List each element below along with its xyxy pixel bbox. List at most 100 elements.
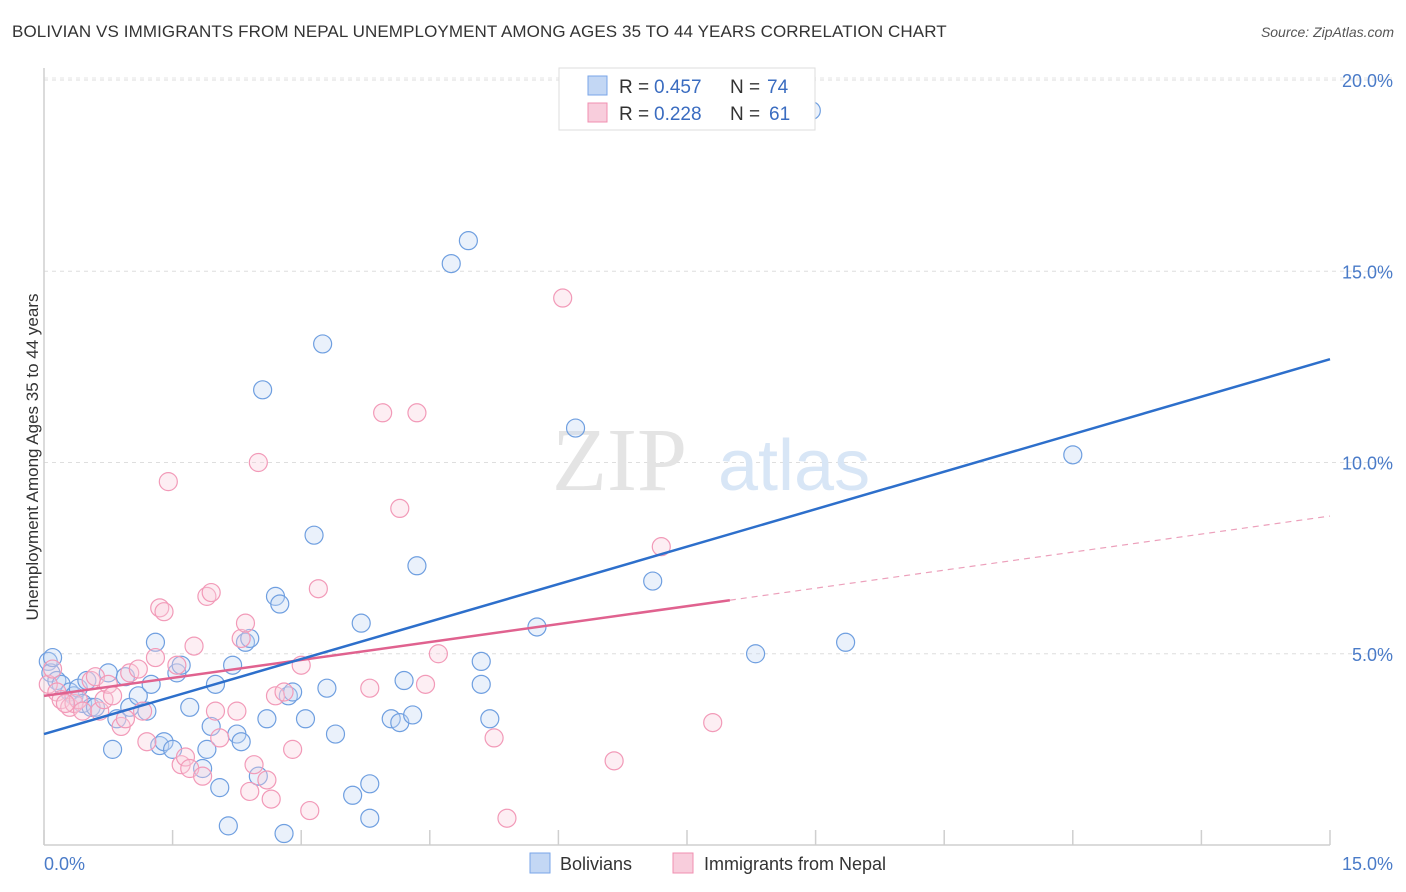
legend-r-label-1: R = (619, 77, 649, 98)
nepal-point-56 (553, 288, 573, 308)
bolivians-point-31 (210, 778, 230, 798)
nepal-point-38 (244, 755, 264, 775)
bolivians-point-26 (180, 697, 200, 717)
nepal-point-31 (201, 582, 221, 603)
legend-n-label-1: N = (730, 77, 760, 98)
bolivians-point-17 (128, 686, 148, 706)
nepal-point-51 (407, 403, 427, 423)
nepal-point-26 (175, 747, 196, 767)
legend-n-value-2: 61 (769, 104, 790, 125)
legend-n-value-1: 74 (767, 77, 789, 98)
nepal-point-43 (274, 682, 294, 702)
bolivians-point-49 (317, 678, 337, 698)
bolivians-point-32 (218, 816, 238, 836)
legend-n-label-2: N = (730, 104, 760, 125)
bolivians-point-54 (360, 774, 380, 794)
bolivians-point-61 (458, 231, 478, 251)
nepal-point-60 (55, 693, 76, 714)
bolivians-point-46 (295, 709, 316, 729)
nepal-point-36 (235, 613, 256, 633)
bolivians-point-53 (360, 808, 380, 828)
bolivians-point-67 (643, 571, 663, 591)
nepal-point-44 (283, 739, 303, 759)
nepal-point-50 (390, 498, 410, 518)
nepal-point-41 (261, 789, 281, 809)
bolivians-point-64 (480, 709, 500, 729)
x-axis-ticks (43, 830, 1331, 845)
nepal-point-57 (604, 751, 624, 771)
bolivians-point-57 (394, 670, 414, 691)
bolivians-point-39 (253, 380, 273, 400)
nepal-point-1 (42, 659, 63, 679)
legend-r-label-2: R = (619, 104, 649, 125)
nepal-point-13 (102, 686, 123, 706)
bolivians-point-70 (836, 632, 856, 652)
y-tick-labels: 5.0% 10.0% 15.0% 20.0% (1342, 71, 1393, 665)
nepal-point-37 (240, 781, 260, 802)
bolivians-point-51 (343, 785, 363, 805)
nepal-point-39 (248, 452, 268, 473)
bolivians-point-63 (471, 674, 491, 694)
top-legend: R = 0.457 N = 74 R = 0.228 N = 61 (558, 67, 816, 131)
bolivians-point-13 (102, 739, 123, 759)
nepal-point-40 (257, 770, 277, 790)
bottom-legend-swatch-nepal (672, 852, 694, 874)
gridlines (44, 77, 1393, 655)
y-tick-label-2: 15.0% (1342, 262, 1393, 282)
bolivians-point-42 (270, 594, 290, 614)
legend-swatch-nepal (587, 102, 608, 123)
nepal-point-34 (227, 701, 247, 721)
bolivians-point-71 (1063, 445, 1083, 465)
nepal-point-53 (428, 644, 448, 664)
bolivians-point-25 (171, 655, 191, 675)
nepal-point-35 (231, 628, 251, 649)
bolivians-point-47 (304, 525, 324, 545)
bolivians-point-59 (407, 556, 427, 576)
nepal-point-29 (193, 766, 213, 786)
bolivians-point-62 (471, 651, 491, 672)
bolivians-point-2 (42, 647, 63, 668)
chart-title: BOLIVIAN VS IMMIGRANTS FROM NEPAL UNEMPL… (12, 22, 947, 41)
nepal-point-47 (308, 579, 328, 599)
bolivians-point-68 (745, 644, 766, 664)
bolivians-point-58 (403, 705, 423, 725)
x-tick-label-max: 15.0% (1342, 854, 1393, 874)
y-tick-label-1: 10.0% (1342, 454, 1393, 474)
nepal-point-49 (373, 403, 393, 423)
watermark-zip: ZIP (552, 411, 687, 510)
nepal-point-33 (210, 728, 230, 748)
nepal-point-48 (360, 678, 380, 698)
chart-source: Source: ZipAtlas.com (1260, 24, 1394, 40)
bolivians-point-43 (274, 823, 294, 844)
bottom-legend-label-nepal: Immigrants from Nepal (704, 854, 886, 874)
bottom-legend-label-bolivians: Bolivians (560, 854, 632, 874)
nepal-point-55 (497, 808, 517, 828)
y-tick-label-3: 20.0% (1342, 71, 1393, 91)
watermark-atlas: atlas (718, 426, 870, 506)
bottom-legend-swatch-bolivians (529, 852, 551, 874)
legend-swatch-bolivians (587, 75, 608, 96)
legend-r-value-2: 0.228 (654, 104, 702, 125)
nepal-point-17 (128, 659, 148, 679)
nepal-point-20 (145, 647, 166, 668)
nepal-point-7 (72, 701, 93, 721)
nepal-trend-line (43, 598, 731, 698)
bolivians-point-48 (313, 334, 333, 354)
nepal-point-22 (154, 602, 174, 622)
x-tick-label-min: 0.0% (44, 854, 85, 874)
bolivians-point-28 (197, 739, 217, 759)
nepal-point-24 (167, 655, 187, 675)
nepal-point-19 (137, 732, 157, 752)
bolivians-point-40 (257, 709, 277, 729)
bolivians-point-52 (351, 613, 371, 633)
nepal-point-32 (205, 701, 226, 721)
nepal-point-58 (651, 537, 671, 557)
bolivians-point-50 (325, 724, 346, 744)
nepal-point-23 (158, 472, 178, 492)
legend-r-value-1: 0.457 (654, 77, 702, 98)
nepal-point-59 (703, 712, 723, 733)
bolivians-point-20 (145, 632, 166, 652)
bolivians-trend-line (43, 358, 1331, 736)
nepal-point-52 (415, 674, 436, 694)
